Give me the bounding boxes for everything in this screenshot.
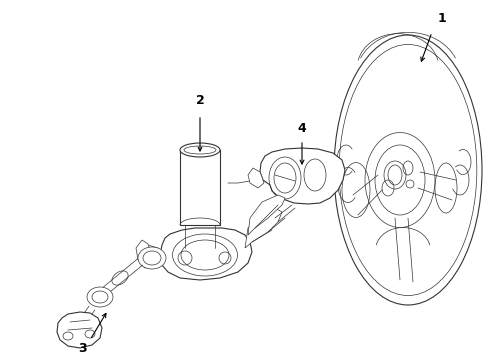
Ellipse shape — [184, 146, 216, 154]
Polygon shape — [57, 312, 102, 348]
Text: 4: 4 — [297, 122, 306, 135]
Polygon shape — [248, 195, 285, 235]
Text: 2: 2 — [196, 94, 204, 107]
Polygon shape — [142, 245, 160, 268]
Ellipse shape — [87, 287, 113, 307]
Ellipse shape — [138, 247, 166, 269]
Text: 1: 1 — [438, 12, 446, 24]
Polygon shape — [160, 228, 252, 280]
Polygon shape — [248, 168, 264, 188]
Polygon shape — [180, 150, 220, 225]
Polygon shape — [136, 240, 155, 268]
Polygon shape — [245, 208, 282, 248]
Text: 3: 3 — [78, 342, 86, 355]
Polygon shape — [260, 148, 345, 204]
Ellipse shape — [180, 143, 220, 157]
